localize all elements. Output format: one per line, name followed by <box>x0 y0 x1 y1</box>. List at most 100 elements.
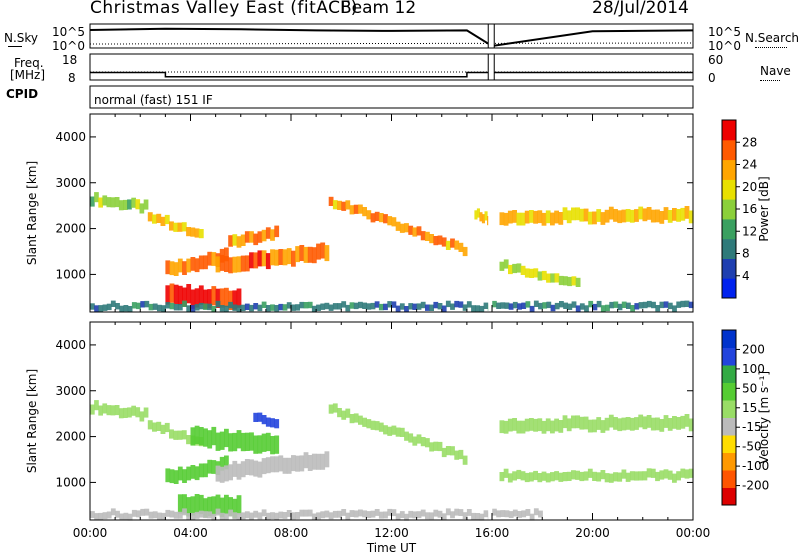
power-panel-cell <box>445 300 451 308</box>
power-panel-cell <box>507 210 513 224</box>
velocity-panel-cell <box>458 509 464 516</box>
power-panel-cell <box>672 208 677 221</box>
power-panel-cell <box>404 223 409 233</box>
velocity-panel-cell <box>638 414 644 428</box>
power-panel-cell <box>127 306 133 313</box>
power-panel-cell <box>143 199 149 210</box>
velocity-panel-cell <box>274 512 280 520</box>
power-panel-cell <box>194 288 200 308</box>
velocity-panel-cell <box>655 417 660 431</box>
power-panel-cell <box>454 300 460 308</box>
velocity-panel-cell <box>261 458 267 475</box>
power-panel-cell <box>147 212 153 222</box>
velocity-colorbar-tick-label: 15 <box>742 401 757 415</box>
power-panel-cell <box>399 303 405 310</box>
velocity-panel-cell <box>383 425 388 435</box>
power-panel-cell <box>98 305 104 312</box>
velocity-panel-cell <box>190 465 196 479</box>
power-panel-cell <box>282 304 288 311</box>
velocity-panel-cell <box>659 470 665 480</box>
power-panel-cell <box>295 246 300 263</box>
velocity-panel-cell <box>215 465 221 482</box>
power-panel-cell <box>600 212 606 225</box>
velocity-panel-cell <box>458 449 464 460</box>
velocity-panel-cell <box>667 470 673 480</box>
velocity-panel-cell <box>324 510 330 518</box>
xtick-label: 12:00 <box>374 526 409 540</box>
power-panel-cell <box>420 231 426 241</box>
xtick-label: 20:00 <box>575 526 610 540</box>
velocity-panel-cell <box>550 420 555 434</box>
velocity-panel-cell <box>562 472 568 482</box>
power-panel-cell <box>529 210 534 223</box>
velocity-panel-cell <box>211 426 217 446</box>
xtick-label: 04:00 <box>173 526 208 540</box>
velocity-panel-cell <box>219 431 225 450</box>
power-panel-cell <box>466 301 472 308</box>
power-panel-cell <box>567 303 573 310</box>
power-panel-cell <box>194 258 200 273</box>
power-panel-cell <box>257 250 263 267</box>
velocity-panel-cell <box>249 432 254 451</box>
power-panel-cell <box>236 256 242 273</box>
velocity-panel-cell <box>529 472 534 482</box>
velocity-panel-cell <box>566 418 572 432</box>
xtick-label: 00:00 <box>676 526 711 540</box>
velocity-panel-cell <box>156 421 162 431</box>
power-panel-cell <box>571 301 577 308</box>
power-panel-cell <box>437 303 443 310</box>
velocity-panel-cell <box>307 509 313 517</box>
velocity-panel-cell <box>328 512 334 520</box>
power-panel-cell <box>177 285 183 306</box>
power-panel-cell <box>512 210 517 223</box>
velocity-panel-cell <box>249 459 254 476</box>
nave-tick-bottom: 0 <box>708 71 716 85</box>
velocity-panel-cell <box>508 511 514 518</box>
power-panel-cell <box>605 304 610 312</box>
power-panel-ytick-label: 4000 <box>55 130 86 144</box>
power-panel-cell <box>520 212 526 226</box>
power-panel-cell <box>169 221 174 231</box>
power-panel-cell <box>571 276 577 286</box>
velocity-panel-cell <box>680 415 686 429</box>
velocity-panel-cell <box>224 455 229 470</box>
cpid-panel-frame <box>89 85 694 109</box>
power-panel-cell <box>492 300 497 308</box>
power-panel-cell <box>236 305 242 312</box>
velocity-panel-cell <box>265 417 271 427</box>
power-panel-cell <box>215 300 221 308</box>
velocity-panel-cell <box>420 437 426 447</box>
power-panel-cell <box>592 303 598 311</box>
power-panel-cell <box>341 301 347 308</box>
velocity-panel-cell <box>320 511 326 519</box>
velocity-panel-cell <box>152 511 158 519</box>
velocity-panel-cell <box>462 455 468 465</box>
power-colorbar-swatch <box>722 159 736 180</box>
power-panel-cell <box>236 288 242 308</box>
velocity-panel-cell <box>399 427 405 437</box>
power-panel-cell <box>538 302 543 310</box>
power-panel-cell <box>441 237 447 247</box>
power-panel-cell <box>98 197 103 208</box>
power-panel-cell <box>433 301 439 309</box>
velocity-panel-cell <box>600 470 606 480</box>
velocity-panel-cell <box>228 464 233 481</box>
velocity-panel-cell <box>395 513 401 521</box>
velocity-panel-cell <box>253 435 259 454</box>
power-panel-cell <box>391 217 397 227</box>
velocity-panel-cell <box>160 424 166 434</box>
velocity-panel-cell <box>638 471 644 481</box>
velocity-panel-cell <box>554 418 559 432</box>
power-panel-cell <box>481 214 485 224</box>
power-panel-cell <box>165 302 171 309</box>
beam-label: Beam 12 <box>340 0 417 18</box>
velocity-panel-cell <box>378 511 384 519</box>
velocity-colorbar-swatch <box>722 417 736 436</box>
velocity-panel-cell <box>307 455 313 471</box>
power-panel-cell <box>575 305 581 312</box>
velocity-panel-cell <box>148 511 154 519</box>
power-panel-cell <box>353 204 359 214</box>
velocity-colorbar-swatch <box>722 365 736 383</box>
velocity-panel-cell <box>135 407 141 418</box>
velocity-panel-cell <box>646 468 652 478</box>
